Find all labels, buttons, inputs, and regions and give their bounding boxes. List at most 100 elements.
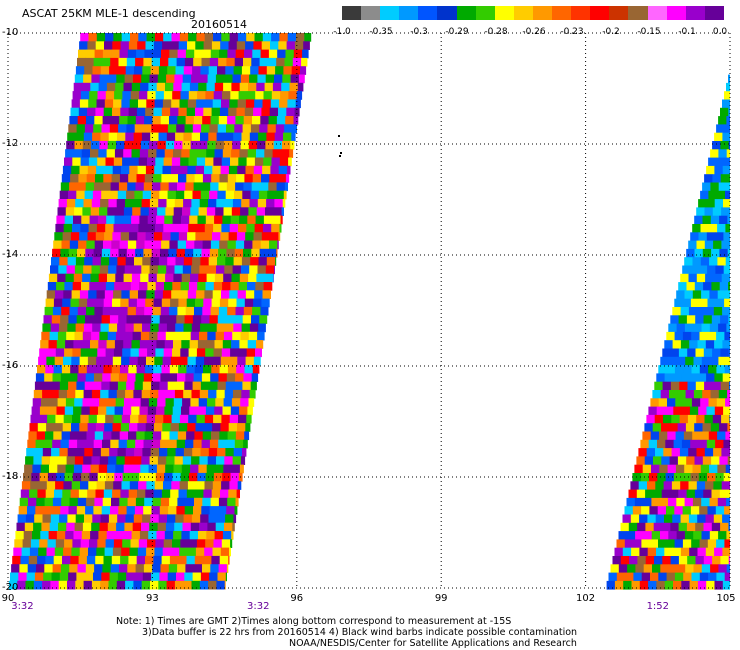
swath-cell xyxy=(262,165,271,175)
swath-cell xyxy=(185,564,195,573)
swath-cell xyxy=(63,414,73,424)
swath-cell xyxy=(94,431,104,441)
swath-cell xyxy=(667,398,676,407)
swath-cell xyxy=(672,340,682,349)
swath-cell xyxy=(196,481,205,490)
swath-cell xyxy=(240,74,250,84)
swath-cell xyxy=(276,248,278,258)
swath-cell xyxy=(112,165,122,175)
swath-cell xyxy=(37,423,47,432)
swath-cell xyxy=(250,257,259,266)
swath-cell xyxy=(151,572,160,582)
swath-cell xyxy=(124,74,134,84)
swath-cell xyxy=(656,406,666,416)
swath-cell xyxy=(166,456,175,465)
swath-cell xyxy=(193,182,203,192)
swath-cell xyxy=(98,149,107,158)
swath-cell xyxy=(51,448,60,457)
swath-cell xyxy=(90,464,100,474)
swath-cell xyxy=(38,547,47,557)
swath-cell xyxy=(189,149,199,158)
swath-cell xyxy=(223,331,233,341)
swath-cell xyxy=(136,107,146,117)
swath-cell xyxy=(45,431,54,441)
swath-cell xyxy=(187,356,197,366)
swath-cell xyxy=(66,265,76,275)
swath-cell xyxy=(160,439,169,449)
swath-cell xyxy=(724,572,730,582)
swath-cell xyxy=(685,390,695,399)
swath-cell xyxy=(253,356,261,366)
swath-cell xyxy=(20,555,30,565)
swath-cell xyxy=(158,132,168,142)
swath-cell xyxy=(46,547,56,557)
swath-cell xyxy=(216,389,226,399)
swath-cell xyxy=(236,365,245,374)
swath-cell xyxy=(224,74,233,84)
swath-cell xyxy=(258,132,267,142)
swath-cell xyxy=(176,248,186,258)
swath-cell xyxy=(626,497,636,507)
swath-cell xyxy=(128,365,137,374)
swath-cell xyxy=(286,41,296,50)
swath-cell xyxy=(115,273,124,283)
swath-cell xyxy=(673,406,682,416)
swath-cell xyxy=(120,423,130,432)
swath-cell xyxy=(173,398,183,407)
swath-cell xyxy=(112,41,121,50)
swath-cell xyxy=(653,456,662,466)
swath-cell xyxy=(211,555,221,565)
swath-cell xyxy=(217,448,226,457)
swath-cell xyxy=(215,74,225,84)
swath-cell xyxy=(267,124,277,133)
swath-cell xyxy=(59,514,68,524)
swath-cell xyxy=(171,414,181,424)
swath-cell xyxy=(161,240,170,250)
swath-cell xyxy=(53,431,62,441)
swath-cell xyxy=(722,165,730,175)
swath-cell xyxy=(108,389,118,399)
swath-cell xyxy=(126,57,136,67)
swath-cell xyxy=(103,298,113,308)
swath-cell xyxy=(80,414,89,424)
longitude-label: 93 xyxy=(146,593,159,604)
swath-cell xyxy=(177,497,187,507)
swath-cell xyxy=(168,315,177,324)
swath-cell xyxy=(212,165,221,175)
swath-cell xyxy=(111,431,121,441)
swath-cell xyxy=(209,572,218,582)
swath-cell xyxy=(78,240,87,250)
swath-cell xyxy=(714,132,723,142)
swath-cell xyxy=(33,580,43,590)
swath-cell xyxy=(163,91,173,100)
swath-cell xyxy=(101,572,110,582)
swath-cell xyxy=(60,248,70,258)
swath-cell xyxy=(196,348,206,358)
swath-cell xyxy=(122,157,131,167)
swath-cell xyxy=(193,57,202,67)
swath-cell xyxy=(104,165,114,175)
swath-cell xyxy=(83,580,93,590)
swath-cell xyxy=(107,522,117,532)
swath-cell xyxy=(235,497,239,507)
swath-cell xyxy=(92,66,102,75)
swath-cell xyxy=(220,232,229,241)
swath-cell xyxy=(38,356,47,366)
swath-cell xyxy=(117,190,127,200)
swath-cell xyxy=(680,340,690,349)
swath-cell xyxy=(165,522,175,532)
swath-cell xyxy=(77,306,87,316)
swath-cell xyxy=(184,248,194,258)
swath-cell xyxy=(71,547,81,557)
swath-cell xyxy=(141,132,151,142)
swath-cell xyxy=(640,473,650,482)
swath-cell xyxy=(645,522,655,532)
swath-cell xyxy=(155,414,164,424)
swath-cell xyxy=(715,232,724,241)
swath-cell xyxy=(678,348,688,358)
swath-cell xyxy=(143,564,153,573)
swath-cell xyxy=(96,356,105,366)
swath-cell xyxy=(300,66,307,75)
swath-cell xyxy=(218,182,228,192)
swath-cell xyxy=(716,157,726,167)
